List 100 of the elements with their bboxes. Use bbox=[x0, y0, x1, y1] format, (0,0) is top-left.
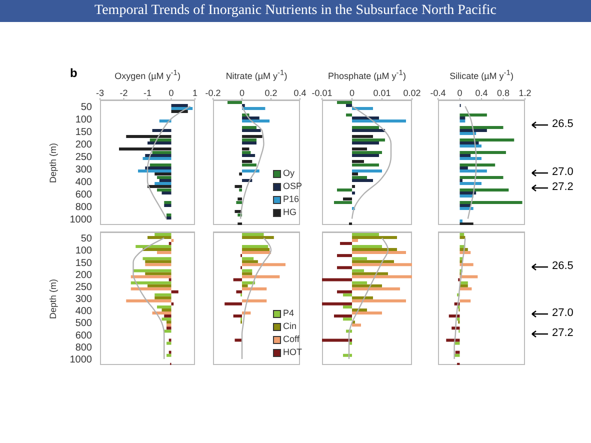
x-tick-label: -0.01 bbox=[312, 88, 332, 98]
bar bbox=[242, 104, 245, 107]
bar bbox=[352, 238, 358, 242]
y-tick-label: 400 bbox=[75, 176, 92, 188]
bar bbox=[242, 287, 267, 290]
bar bbox=[352, 281, 367, 284]
legend-label: Cin bbox=[283, 320, 297, 333]
bar bbox=[460, 182, 482, 185]
bar bbox=[233, 278, 242, 282]
bar bbox=[352, 287, 400, 290]
bar bbox=[460, 176, 504, 179]
bar bbox=[233, 314, 242, 318]
y-axis-title: Depth (m) bbox=[48, 142, 59, 185]
bar bbox=[349, 222, 352, 225]
bar bbox=[242, 120, 270, 122]
bar bbox=[460, 142, 479, 144]
y-tick-label: 300 bbox=[75, 294, 92, 306]
bar bbox=[343, 318, 352, 321]
legend-label: P4 bbox=[283, 307, 294, 320]
bar bbox=[460, 192, 476, 194]
bar bbox=[337, 101, 352, 104]
bar bbox=[352, 236, 397, 239]
bar bbox=[238, 198, 242, 200]
bar bbox=[460, 299, 471, 302]
bar bbox=[238, 222, 242, 225]
x-tick-label: 0 bbox=[239, 88, 245, 98]
text: b bbox=[70, 66, 78, 80]
text: 26.5 bbox=[552, 260, 574, 272]
bar bbox=[150, 164, 172, 166]
bar bbox=[352, 324, 361, 327]
text: 27.2 bbox=[552, 327, 574, 340]
y-tick-label: 1000 bbox=[70, 354, 92, 366]
bar bbox=[457, 318, 460, 321]
legend-label: HOT bbox=[283, 346, 302, 359]
y-tick-label: 300 bbox=[75, 164, 92, 176]
bar bbox=[352, 151, 382, 154]
bar bbox=[242, 260, 258, 264]
bar bbox=[242, 263, 286, 266]
x-tick-label: 0 bbox=[457, 88, 462, 98]
bar bbox=[322, 278, 352, 282]
bar bbox=[242, 142, 256, 144]
x-tick-label: 0.02 bbox=[403, 88, 421, 98]
bar bbox=[352, 245, 382, 248]
bar bbox=[460, 232, 464, 236]
bar bbox=[154, 172, 172, 176]
bar bbox=[154, 182, 172, 185]
bar bbox=[460, 170, 487, 172]
bar bbox=[352, 179, 373, 182]
bar bbox=[145, 154, 172, 157]
bar bbox=[224, 302, 242, 306]
x-tick-label: -1 bbox=[143, 88, 152, 98]
bar bbox=[150, 138, 172, 142]
bar bbox=[242, 148, 250, 150]
bar bbox=[334, 314, 352, 318]
legend-label: OSP bbox=[283, 180, 302, 193]
bar bbox=[119, 148, 172, 150]
bar bbox=[343, 306, 352, 309]
bar bbox=[352, 170, 382, 172]
bar bbox=[454, 354, 460, 357]
bar bbox=[460, 204, 471, 207]
bar bbox=[352, 248, 397, 252]
bar bbox=[242, 299, 267, 302]
bar bbox=[148, 142, 172, 144]
bar bbox=[236, 290, 242, 294]
bar bbox=[352, 120, 406, 122]
bar bbox=[346, 104, 352, 107]
bar bbox=[457, 362, 460, 365]
bar bbox=[152, 151, 172, 154]
bar bbox=[166, 214, 172, 216]
bar bbox=[352, 154, 379, 157]
bar bbox=[242, 138, 256, 142]
text: 27.0 bbox=[552, 307, 574, 320]
bar bbox=[343, 198, 352, 200]
bar bbox=[157, 176, 172, 179]
bar bbox=[352, 172, 358, 176]
bar bbox=[460, 138, 514, 142]
bar bbox=[337, 188, 352, 192]
bar bbox=[234, 338, 242, 342]
y-tick-label: 150 bbox=[75, 258, 92, 269]
y-tick-label: 100 bbox=[75, 246, 92, 257]
bar bbox=[234, 185, 242, 188]
bar bbox=[460, 179, 462, 182]
bar bbox=[337, 266, 352, 270]
y-tick-label: 600 bbox=[75, 189, 92, 200]
bar bbox=[242, 232, 264, 236]
bar bbox=[242, 135, 262, 138]
bar bbox=[337, 290, 352, 294]
bar bbox=[460, 188, 509, 192]
y-tick-label: 200 bbox=[75, 139, 92, 150]
x-tick-label: 0 bbox=[349, 88, 355, 98]
y-tick-label: 250 bbox=[75, 152, 92, 163]
bar bbox=[242, 245, 268, 248]
x-tick-label: 1 bbox=[192, 88, 198, 98]
bar bbox=[340, 242, 352, 245]
bar bbox=[352, 257, 367, 260]
bar bbox=[242, 160, 252, 163]
x-axis-title: Nitrate (µM y$^{-1}$) bbox=[224, 68, 288, 81]
bar bbox=[228, 101, 242, 104]
y-tick-label: 250 bbox=[75, 282, 92, 293]
bar bbox=[352, 160, 364, 163]
